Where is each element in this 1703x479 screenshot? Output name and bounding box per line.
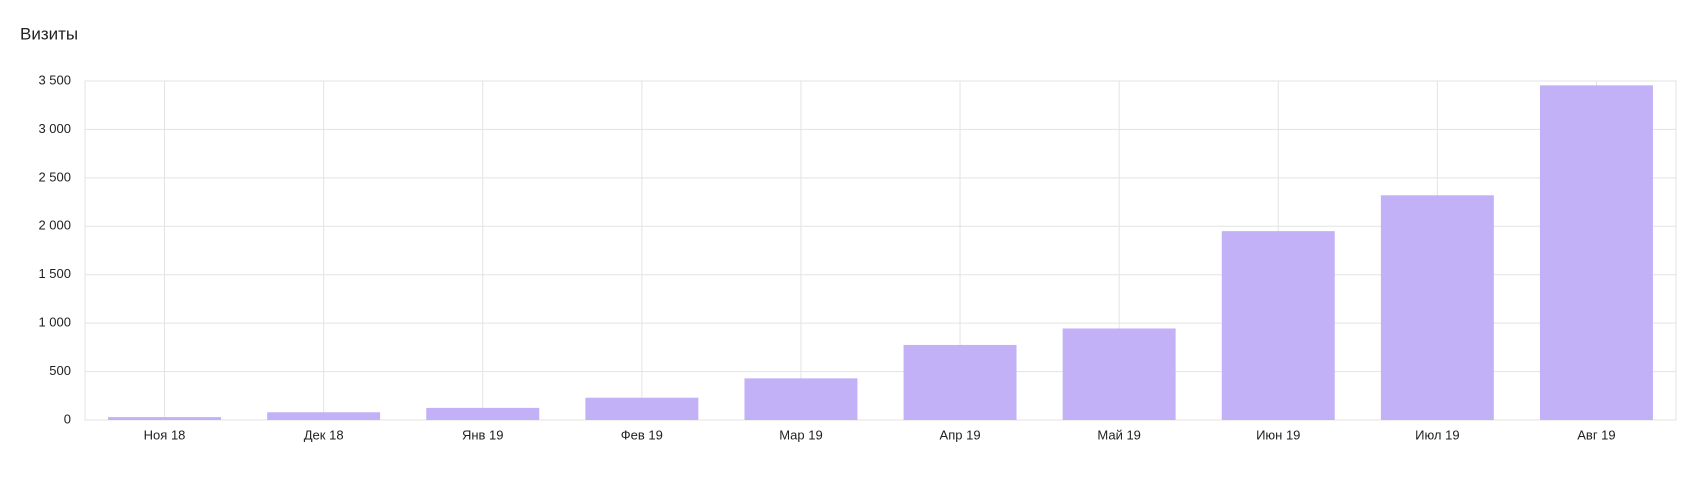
bar	[1062, 328, 1176, 420]
bar	[267, 412, 381, 420]
bar	[1380, 195, 1494, 420]
x-tick-label: Янв 19	[462, 427, 504, 442]
y-tick-label: 500	[49, 363, 71, 378]
x-tick-label: Авг 19	[1577, 427, 1615, 442]
bar	[585, 397, 699, 420]
bar	[744, 378, 858, 420]
y-tick-label: 2 000	[38, 218, 71, 233]
x-tick-label: Май 19	[1097, 427, 1141, 442]
bar	[1221, 231, 1335, 420]
x-tick-label: Мар 19	[779, 427, 823, 442]
y-tick-label: 3 000	[38, 121, 71, 136]
x-tick-label: Ноя 18	[144, 427, 186, 442]
bar	[426, 407, 540, 420]
y-tick-label: 3 500	[38, 72, 71, 87]
x-tick-label: Июл 19	[1415, 427, 1459, 442]
y-tick-label: 2 500	[38, 169, 71, 184]
x-tick-label: Фев 19	[621, 427, 663, 442]
x-tick-label: Дек 18	[304, 427, 344, 442]
bar	[903, 344, 1017, 420]
chart-title: Визиты	[20, 24, 78, 43]
y-tick-label: 0	[64, 411, 71, 426]
x-tick-label: Июн 19	[1256, 427, 1300, 442]
y-tick-label: 1 500	[38, 266, 71, 281]
bar	[1539, 85, 1653, 420]
bar	[108, 417, 222, 420]
x-tick-label: Апр 19	[940, 427, 981, 442]
y-tick-label: 1 000	[38, 315, 71, 330]
